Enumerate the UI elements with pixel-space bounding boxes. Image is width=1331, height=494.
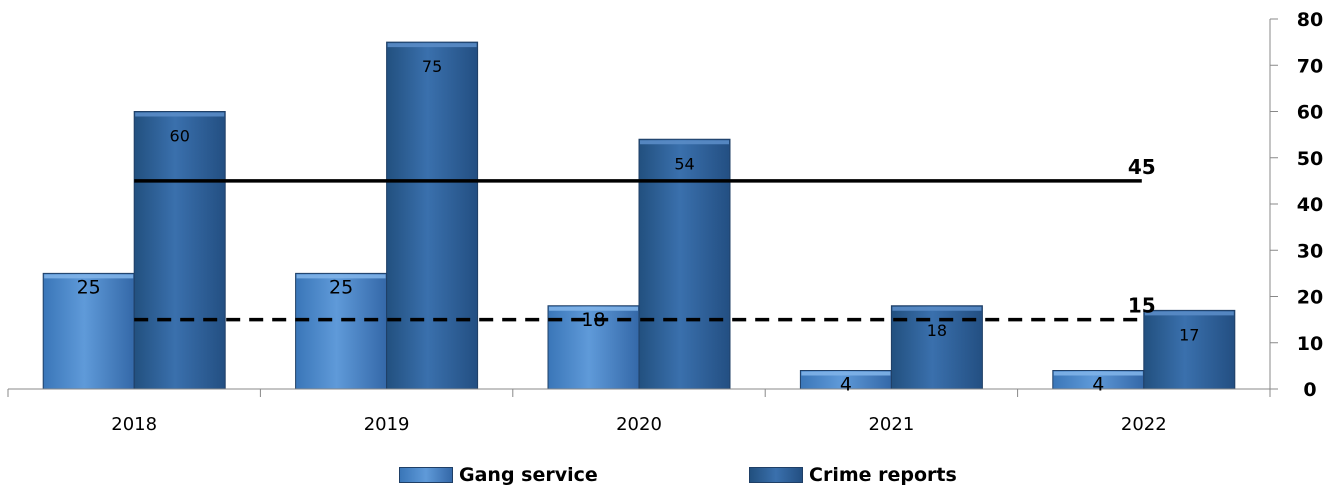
bar-gang-service-2019 (295, 272, 388, 390)
data-label-gang-service-2021: 4 (840, 374, 852, 396)
y-tick-label-70: 70 (1297, 55, 1323, 77)
x-tick-label-2021: 2021 (868, 414, 914, 435)
y-tick-label-80: 80 (1297, 9, 1323, 31)
legend-label-crime-reports: Crime reports (809, 464, 957, 486)
bar-top-gang-service-2020 (549, 306, 638, 311)
bar-top-gang-service-2019 (296, 274, 386, 279)
bar-top-gang-service-2018 (44, 274, 134, 279)
legend-item-gang-service: Gang service (399, 464, 598, 486)
x-tick-label-2018: 2018 (111, 414, 157, 435)
y-tick-label-20: 20 (1297, 287, 1323, 309)
bar-top-gang-service-2021 (801, 371, 891, 376)
x-tick-label-2020: 2020 (616, 414, 662, 435)
data-label-gang-service-2019: 25 (329, 276, 353, 298)
bar-top-crime-reports-2021 (892, 306, 982, 311)
legend-item-crime-reports: Crime reports (749, 464, 957, 486)
data-label-gang-service-2020: 18 (581, 309, 605, 331)
reference-line-label-15: 15 (1128, 294, 1156, 318)
y-tick-label-0: 0 (1303, 379, 1316, 401)
y-tick-label-30: 30 (1297, 240, 1323, 262)
bar-crime-reports-2020 (638, 138, 731, 390)
bar-crime-reports-2022 (1143, 309, 1236, 390)
legend-label-gang-service: Gang service (459, 464, 598, 486)
bar-top-gang-service-2022 (1053, 371, 1143, 376)
bar-crime-reports-2018 (133, 111, 226, 390)
legend-swatch-gang-service (399, 467, 453, 483)
x-tick-label-2022: 2022 (1121, 414, 1167, 435)
bar-top-crime-reports-2022 (1144, 311, 1234, 316)
y-tick-label-10: 10 (1297, 333, 1323, 355)
legend: Gang service Crime reports (0, 464, 1331, 494)
data-label-crime-reports-2021: 18 (927, 321, 947, 340)
y-tick-label-50: 50 (1297, 148, 1323, 170)
reference-line-label-45: 45 (1128, 155, 1156, 179)
data-label-crime-reports-2019: 75 (422, 57, 442, 76)
data-label-crime-reports-2022: 17 (1179, 325, 1199, 344)
bar-top-crime-reports-2020 (640, 140, 729, 145)
data-label-crime-reports-2020: 54 (674, 154, 694, 173)
legend-swatch-crime-reports (749, 467, 803, 483)
y-tick-label-60: 60 (1297, 102, 1323, 124)
bar-top-crime-reports-2018 (135, 112, 225, 117)
data-label-gang-service-2022: 4 (1092, 374, 1104, 396)
y-tick-label-40: 40 (1297, 194, 1323, 216)
bar-crime-reports-2019 (386, 41, 479, 390)
data-label-gang-service-2018: 25 (77, 276, 101, 298)
bar-top-crime-reports-2019 (387, 43, 477, 48)
x-tick-label-2019: 2019 (364, 414, 410, 435)
data-label-crime-reports-2018: 60 (170, 127, 190, 146)
bar-gang-service-2018 (42, 272, 135, 390)
